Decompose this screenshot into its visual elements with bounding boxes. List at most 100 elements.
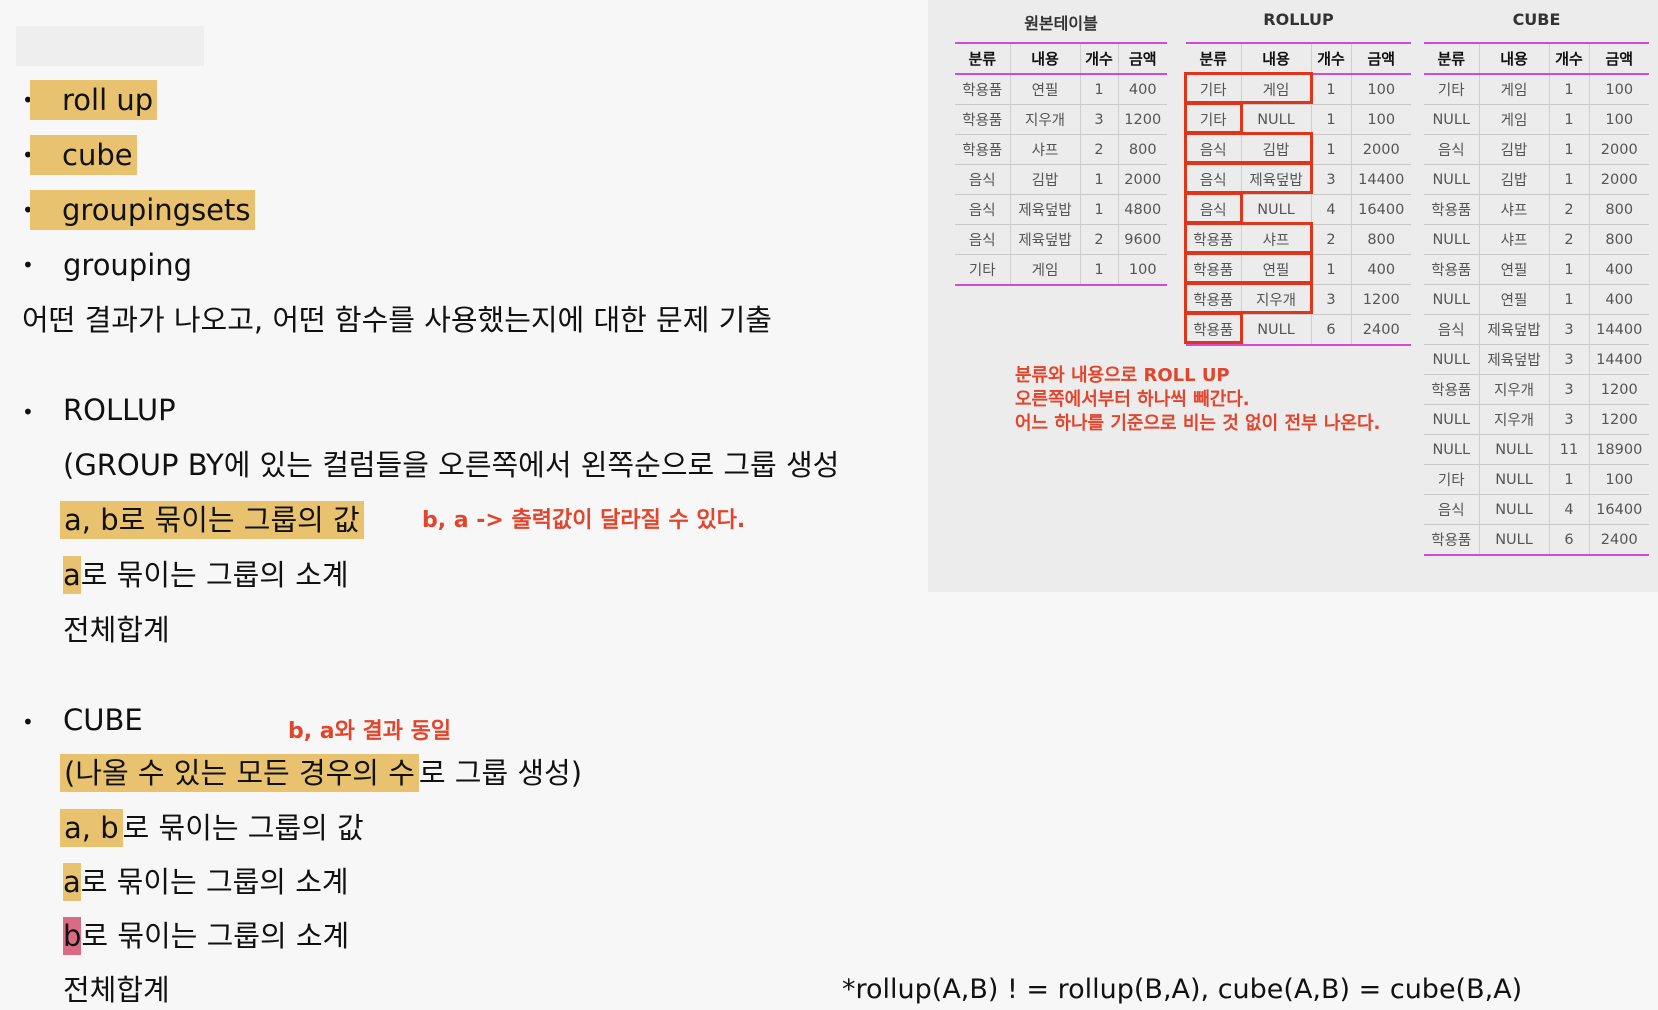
cell-category: 음식 xyxy=(955,194,1010,225)
table-row: 음식 김밥 1 2000 xyxy=(1424,134,1649,165)
cell-amount: 100 xyxy=(1588,464,1649,495)
cell-count: 2 xyxy=(1079,134,1118,165)
cell-item: 김밥 xyxy=(1009,164,1080,195)
rollup-group-box xyxy=(1184,72,1313,104)
table-row: NULL 연필 1 400 xyxy=(1424,284,1649,315)
cell-item: 제육덮밥 xyxy=(1478,314,1549,345)
rollup-order-note: b, a -> 출력값이 달라질 수 있다. xyxy=(422,508,746,533)
cube-table: 분류 내용 개수 금액 기타 게임 1 100 NULL 게임 1 100 음식 김밥 1 2000 NULL 김… xyxy=(1424,42,1649,556)
table-row: 음식 김밥 1 2000 xyxy=(955,164,1167,195)
cell-amount: 16400 xyxy=(1350,194,1411,225)
rollup-group-box xyxy=(1184,102,1243,134)
cell-count: 1 xyxy=(1548,284,1589,315)
cell-amount: 800 xyxy=(1588,194,1649,225)
cell-count: 2 xyxy=(1548,194,1589,225)
cell-amount: 100 xyxy=(1350,74,1411,105)
table-row: 학용품 연필 1 400 xyxy=(1424,254,1649,285)
cell-item: 연필 xyxy=(1009,74,1080,105)
cell-category: NULL xyxy=(1424,434,1479,465)
cell-amount: 14400 xyxy=(1350,164,1411,195)
cell-item: 김밥 xyxy=(1478,134,1549,165)
table-row: 학용품 연필 1 400 xyxy=(955,74,1167,105)
cell-count: 1 xyxy=(1310,254,1351,285)
cell-item: 제육덮밥 xyxy=(1009,224,1080,255)
cell-category: NULL xyxy=(1424,344,1479,375)
cube-line-b: b로 묶이는 그룹의 소계 xyxy=(63,917,350,955)
cell-amount: 16400 xyxy=(1588,494,1649,525)
cell-category: 음식 xyxy=(1424,494,1479,525)
cell-amount: 800 xyxy=(1117,134,1167,165)
cell-amount: 2400 xyxy=(1350,314,1411,346)
column-header-item: 내용 xyxy=(1478,42,1549,75)
cell-item: NULL xyxy=(1240,194,1311,225)
cell-count: 3 xyxy=(1548,314,1589,345)
cell-item: 제육덮밥 xyxy=(1478,344,1549,375)
original-table-title: 원본테이블 xyxy=(1024,14,1098,33)
cell-count: 1 xyxy=(1548,464,1589,495)
cell-category: NULL xyxy=(1424,404,1479,435)
column-header-amount: 금액 xyxy=(1117,42,1167,75)
cell-category: 기타 xyxy=(1424,464,1479,495)
cell-count: 4 xyxy=(1310,194,1351,225)
cube-line-a: a로 묶이는 그룹의 소계 xyxy=(63,863,349,901)
cell-count: 1 xyxy=(1079,254,1118,286)
table-row: 기타 NULL 1 100 xyxy=(1186,104,1411,135)
table-row: 음식 김밥 1 2000 xyxy=(1186,134,1411,165)
table-header-row: 분류 내용 개수 금액 xyxy=(1186,42,1411,75)
cell-category: NULL xyxy=(1424,104,1479,135)
cell-count: 2 xyxy=(1310,224,1351,255)
cell-category: 학용품 xyxy=(1424,194,1479,225)
cell-amount: 14400 xyxy=(1588,344,1649,375)
cell-item: 지우개 xyxy=(1478,374,1549,405)
cell-category: NULL xyxy=(1424,164,1479,195)
table-row: NULL 제육덮밥 3 14400 xyxy=(1424,344,1649,375)
rollup-table: 분류 내용 개수 금액 기타 게임 1 100 기타 NULL 1 100 음식 김밥 1 2000 음식 제육덮… xyxy=(1186,42,1411,346)
table-row: 학용품 지우개 3 1200 xyxy=(1424,374,1649,405)
table-row: NULL 김밥 1 2000 xyxy=(1424,164,1649,195)
cell-count: 1 xyxy=(1310,104,1351,135)
cell-count: 1 xyxy=(1548,164,1589,195)
cube-annotation: b, a와 결과 동일 xyxy=(288,719,452,744)
cell-count: 3 xyxy=(1310,284,1351,315)
cube-heading: CUBE xyxy=(63,703,143,737)
cell-amount: 800 xyxy=(1588,224,1649,255)
cell-count: 2 xyxy=(1548,224,1589,255)
cell-count: 1 xyxy=(1548,134,1589,165)
cell-count: 3 xyxy=(1548,374,1589,405)
cell-item: 제육덮밥 xyxy=(1009,194,1080,225)
cell-category: 학용품 xyxy=(1186,284,1241,315)
table-row: 음식 제육덮밥 1 4800 xyxy=(955,194,1167,225)
cell-category: 음식 xyxy=(955,164,1010,195)
table-row: NULL NULL 11 18900 xyxy=(1424,434,1649,465)
cell-amount: 100 xyxy=(1350,104,1411,135)
cell-count: 1 xyxy=(1548,104,1589,135)
cell-item: NULL xyxy=(1478,464,1549,495)
cell-amount: 2000 xyxy=(1588,164,1649,195)
cell-count: 1 xyxy=(1548,254,1589,285)
table-row: 음식 제육덮밥 2 9600 xyxy=(955,224,1167,255)
column-header-count: 개수 xyxy=(1310,42,1351,75)
rollup-group-box xyxy=(1184,192,1243,224)
cell-category: 음식 xyxy=(1186,164,1241,195)
bullet-roll-up: roll up xyxy=(30,80,158,120)
cell-amount: 1200 xyxy=(1588,374,1649,405)
table-row: 기타 게임 1 100 xyxy=(955,254,1167,286)
column-header-count: 개수 xyxy=(1079,42,1118,75)
rollup-line-a: a로 묶이는 그룹의 소계 xyxy=(63,556,349,594)
rollup-line-ab: a, b로 묶이는 그룹의 값 xyxy=(60,500,364,540)
rollup-total: 전체합계 xyxy=(63,613,170,647)
table-row: 기타 게임 1 100 xyxy=(1424,74,1649,105)
cell-category: 학용품 xyxy=(1424,524,1479,556)
rollup-group-box xyxy=(1184,222,1313,254)
cell-category: 학용품 xyxy=(1424,374,1479,405)
column-header-category: 분류 xyxy=(955,42,1010,75)
bullet-dot: • xyxy=(22,88,34,112)
cell-amount: 400 xyxy=(1350,254,1411,285)
cell-item: 김밥 xyxy=(1478,164,1549,195)
table-row: 음식 NULL 4 16400 xyxy=(1424,494,1649,525)
cell-item: 샤프 xyxy=(1478,194,1549,225)
cell-category: 기타 xyxy=(1424,74,1479,105)
cell-count: 2 xyxy=(1079,224,1118,255)
column-header-item: 내용 xyxy=(1009,42,1080,75)
cell-amount: 100 xyxy=(1588,74,1649,105)
